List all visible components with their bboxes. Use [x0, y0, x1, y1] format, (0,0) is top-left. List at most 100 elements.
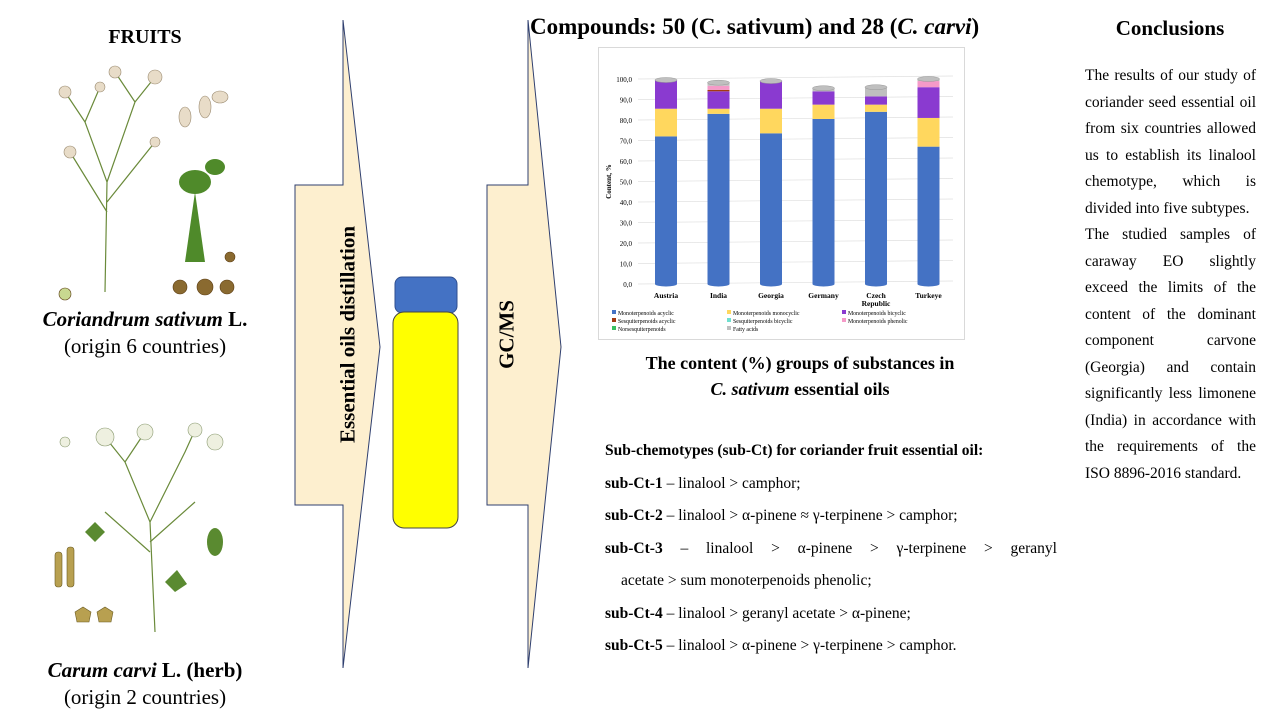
legend-label: Sesquiterpenoids bicyclic: [733, 319, 793, 325]
y-tick-label: 80,0: [620, 117, 633, 125]
y-tick-label: 0,0: [623, 281, 632, 289]
x-tick-label: Austria: [654, 291, 678, 300]
legend-label: Sesquiterpenoids acyclic: [618, 319, 676, 325]
legend-label: Fatty acids: [733, 327, 759, 333]
subchemotypes-title: Sub-chemotypes (sub-Ct) for coriander fr…: [605, 442, 984, 459]
legend-swatch: [727, 310, 731, 314]
subct-label: sub-Ct-4: [605, 604, 663, 622]
bar-segment: [812, 118, 835, 284]
y-tick-label: 20,0: [620, 240, 633, 248]
subct-text-continued: acetate > sum monoterpenoids phenolic;: [621, 572, 872, 589]
gridline: [637, 137, 954, 141]
subct-item: sub-Ct-3 – linalool > α-pinene > γ-terpi…: [605, 533, 1057, 566]
bar-segment: [707, 91, 730, 109]
compounds-title-species: C. carvi: [897, 14, 972, 39]
legend-label: Monoterpenoids bicyclic: [848, 311, 906, 317]
legend-swatch: [612, 326, 616, 330]
chart-caption-species: C. sativum: [710, 379, 790, 399]
gridline: [637, 280, 954, 285]
legend-swatch: [612, 318, 616, 322]
subchemotypes-list: Sub-chemotypes (sub-Ct) for coriander fr…: [605, 435, 1057, 663]
subct-label: sub-Ct-2: [605, 507, 663, 524]
bar-segment: [707, 89, 730, 92]
subct-label: sub-Ct-3: [605, 539, 663, 557]
bar-segment: [917, 81, 940, 88]
bar-segment: [655, 108, 677, 137]
legend-label: Monoterpenoids monocyclic: [733, 311, 800, 317]
bar-top: [707, 79, 730, 86]
gridline: [637, 178, 954, 182]
legend-label: Norsesquiterpenoids: [618, 327, 666, 333]
bar-base: [655, 281, 677, 287]
gridline: [637, 239, 954, 244]
y-tick-label: 50,0: [620, 179, 633, 187]
caraway-illustration: [54, 422, 224, 633]
subct-item: sub-Ct-2 – linalool > α-pinene ≈ γ-terpi…: [605, 500, 1057, 533]
conclusions-title: Conclusions: [1115, 16, 1225, 40]
bar-segment: [707, 108, 730, 114]
coriander-label: Coriandrum sativum L. (origin 6 countrie…: [0, 306, 290, 360]
chart-caption-line1: The content (%) groups of substances in: [645, 353, 955, 373]
x-tick-label: Turkeye: [915, 291, 942, 300]
gridline: [637, 96, 954, 100]
bar-segment: [917, 87, 940, 118]
bar-base: [865, 281, 887, 287]
compounds-title-text: Compounds: 50 (C. sativum) and 28 (: [530, 14, 898, 39]
y-tick-label: 60,0: [620, 158, 633, 166]
subct-label: sub-Ct-1: [605, 474, 663, 492]
bar-top: [864, 84, 888, 90]
bar-segment: [865, 111, 887, 284]
gridline: [637, 219, 954, 223]
legend-swatch: [727, 318, 731, 322]
bar-segment: [812, 104, 835, 119]
bar-top: [654, 77, 678, 83]
compounds-title: Compounds: 50 (C. sativum) and 28 (C. ca…: [530, 14, 1070, 40]
x-tick-label: Georgia: [758, 291, 784, 300]
gridline: [637, 157, 954, 162]
bar-segment: [707, 85, 730, 90]
x-tick-label: Czech: [866, 291, 886, 300]
x-tick-label: Republic: [862, 299, 891, 308]
bar-base: [917, 281, 940, 287]
bar-segment: [655, 80, 677, 109]
y-tick-label: 10,0: [620, 261, 633, 269]
legend-swatch: [842, 318, 846, 322]
coriander-illustration: [58, 65, 236, 301]
bar-segment: [865, 104, 887, 112]
chart-caption: The content (%) groups of substances in …: [600, 350, 1000, 402]
vial-cap: [394, 276, 458, 314]
conclusion-paragraph: The studied samples of caraway EO slight…: [1085, 226, 1256, 482]
bar-segment: [655, 136, 677, 284]
fruits-title: FRUITS: [108, 26, 182, 48]
bar-segment: [865, 96, 887, 105]
bar-segment: [865, 87, 887, 97]
legend-label: Monoterpenoids acyclic: [618, 311, 674, 317]
chart-caption-line2: essential oils: [789, 379, 890, 399]
vial-body: [392, 311, 459, 529]
bar-segment: [707, 113, 730, 284]
y-axis-label: Content, %: [605, 164, 613, 199]
gridline: [637, 198, 954, 203]
gridline: [637, 260, 954, 264]
conclusions-text: The results of our study of coriander se…: [1085, 63, 1256, 487]
bar-segment: [760, 81, 782, 109]
y-tick-label: 40,0: [620, 199, 633, 207]
gcms-arrow: [486, 19, 562, 669]
bar-segment: [760, 133, 782, 284]
distillation-label: Essential oils distillation: [335, 225, 360, 444]
y-tick-label: 30,0: [620, 220, 633, 228]
y-tick-label: 70,0: [620, 138, 633, 146]
subct-label: sub-Ct-5: [605, 637, 663, 654]
legend-swatch: [842, 310, 846, 314]
y-tick-label: 100,0: [616, 76, 632, 84]
bar-top: [917, 76, 940, 82]
legend-label: Monoterpenoids phenolic: [848, 319, 908, 325]
caraway-label: Carum carvi L. (herb) (origin 2 countrie…: [0, 657, 290, 711]
bar-base: [760, 281, 782, 287]
gcms-label: GC/MS: [494, 300, 519, 369]
chart-frame: [598, 47, 965, 340]
conclusion-paragraph: The results of our study of coriander se…: [1085, 67, 1256, 217]
x-tick-label: Germany: [808, 291, 839, 300]
gridline: [637, 75, 954, 80]
coriander-origin: (origin 6 countries): [63, 334, 227, 358]
